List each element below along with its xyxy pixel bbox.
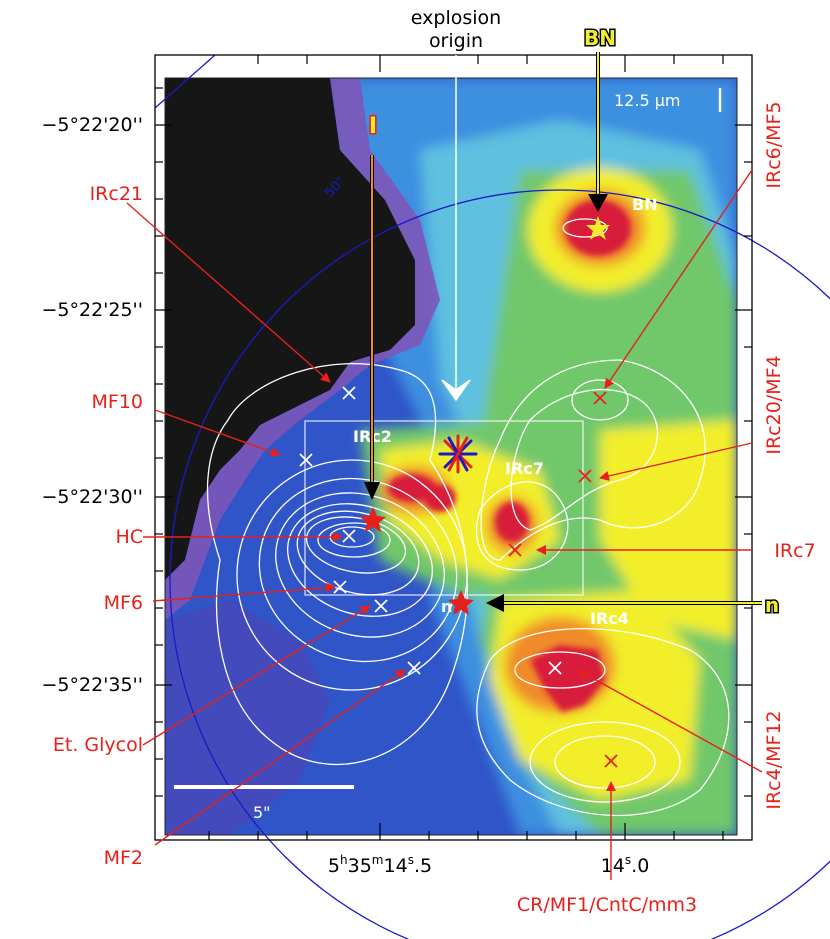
plot-frame: [154, 54, 753, 841]
n-star-marker: [448, 590, 474, 615]
dec-tick-label: −5°22'30'': [41, 486, 143, 508]
label-cr-mf1-cntc-mm3: CR/MF1/CntC/mm3: [517, 894, 697, 916]
explosion-origin-marker: [438, 434, 478, 474]
label-mf2: MF2: [104, 847, 143, 869]
label-irc20-mf4: IRc20/MF4: [763, 355, 785, 454]
dec-tick-label: −5°22'25'': [41, 299, 143, 321]
radius-circle: [169, 189, 830, 939]
i-tag: I: [369, 114, 377, 139]
n-image-label: n: [441, 597, 452, 616]
ra-tick-label: 5h35m14s.5: [328, 853, 432, 877]
bn-image-label: BN: [632, 195, 658, 214]
explosion-origin-label: explosion: [411, 7, 501, 29]
bn-star-marker: [586, 216, 610, 240]
label-mf6: MF6: [104, 592, 143, 614]
label-leaders: [126, 169, 763, 880]
irc4-image-label: IRc4: [590, 609, 629, 628]
i-star-marker: [360, 507, 386, 532]
dec-tick-label: −5°22'20'': [41, 114, 143, 136]
i-arrow-head: [364, 482, 380, 500]
ra-tick-label: 14s.0: [601, 853, 650, 877]
label-hc: HC: [115, 526, 143, 548]
label-et-glycol: Et. Glycol: [53, 734, 143, 756]
field-rectangle: [304, 420, 584, 596]
explosion-origin-label: origin: [429, 30, 483, 52]
radius-arc-topleft: [154, 54, 216, 109]
white-cross-markers: [299, 386, 562, 675]
bn-tag: BN: [584, 26, 616, 50]
label-irc21: IRc21: [90, 183, 143, 205]
label-irc6-mf5: IRc6/MF5: [763, 101, 785, 188]
red-cross-markers: [508, 391, 618, 768]
dec-tick-label: −5°22'35'': [41, 674, 143, 696]
label-irc7: IRc7: [774, 540, 815, 562]
label-irc4-mf12: IRc4/MF12: [763, 710, 785, 809]
bn-arrow-head: [588, 194, 608, 212]
n-tag: n: [765, 593, 779, 617]
scalebar-label: 5": [253, 803, 271, 822]
label-mf10: MF10: [92, 391, 144, 413]
irc7-image-label: IRc7: [505, 459, 544, 478]
explosion-arrow-head: [441, 379, 471, 402]
n-arrow-head: [486, 594, 504, 612]
wavelength-label: 12.5 µm: [614, 91, 680, 110]
